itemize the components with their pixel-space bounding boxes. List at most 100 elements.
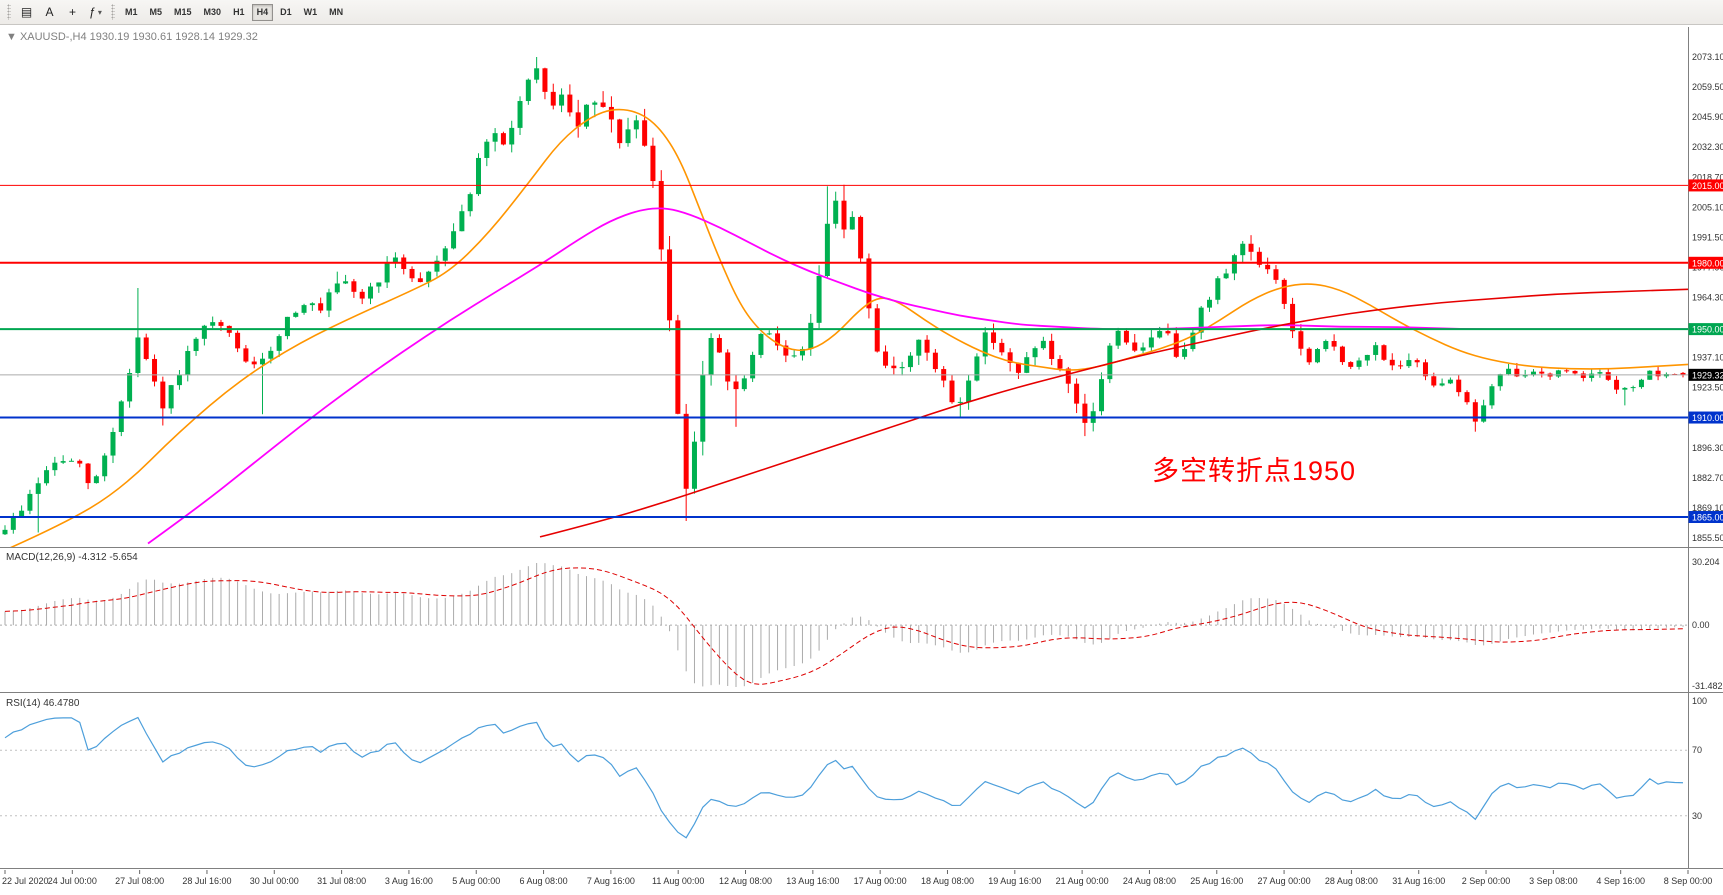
candle — [284, 316, 290, 337]
candle — [567, 94, 573, 113]
price-axis-label: 1937.10 — [1692, 353, 1723, 363]
timeframe-d1-button[interactable]: D1 — [275, 4, 297, 21]
ma-slow-red-line[interactable] — [539, 288, 1688, 538]
time-axis-label: 4 Sep 16:00 — [1596, 876, 1645, 886]
candle — [891, 365, 897, 369]
candle — [683, 413, 689, 489]
toolbar-drag-handle[interactable] — [7, 4, 11, 20]
candle — [1290, 303, 1296, 332]
rsi-axis-label: 70 — [1692, 745, 1702, 755]
charts-grid-button[interactable]: ▤ — [15, 3, 38, 22]
candle — [1406, 360, 1412, 367]
timeframe-m30-button[interactable]: M30 — [199, 4, 227, 21]
candle — [1157, 331, 1163, 338]
candle — [1422, 362, 1428, 377]
candle — [326, 292, 332, 311]
price-axis-label: 2032.30 — [1692, 142, 1723, 152]
candle — [1165, 331, 1171, 334]
price-axis-label: 2045.90 — [1692, 112, 1723, 122]
time-axis[interactable]: 22 Jul 2020 24 Jul 00:00 27 Jul 08:00 28 Ju… — [2, 870, 1712, 886]
candle — [1140, 347, 1146, 351]
timeframe-mn-button[interactable]: MN — [324, 4, 348, 21]
ma-mid-magenta-line[interactable] — [147, 207, 1688, 545]
time-axis-label: 5 Aug 00:00 — [452, 876, 500, 886]
candle — [426, 271, 432, 283]
candle — [1630, 387, 1636, 389]
candle — [475, 157, 481, 195]
candle — [68, 460, 74, 462]
price-axis-label: 2059.50 — [1692, 82, 1723, 92]
time-axis-label: 7 Aug 16:00 — [587, 876, 635, 886]
candle — [716, 337, 722, 353]
chart-canvas[interactable]: 2073.10 2059.50 2045.90 2032.30 2018.70 2005.… — [0, 25, 1723, 895]
timeframe-h1-button[interactable]: H1 — [228, 4, 250, 21]
candle — [1597, 372, 1603, 374]
macd-indicator-label: MACD(12,26,9) -4.312 -5.654 — [6, 552, 138, 563]
candle — [741, 378, 747, 390]
candle — [766, 333, 772, 335]
candle — [268, 350, 274, 359]
indicators-button[interactable]: ƒ ▾ — [84, 3, 107, 22]
candle — [1074, 383, 1080, 404]
candle — [492, 133, 498, 142]
candle — [1099, 379, 1105, 412]
price-axis-label: 1882.70 — [1692, 473, 1723, 483]
candle — [924, 339, 930, 353]
candle — [210, 322, 216, 326]
candle — [1049, 340, 1055, 359]
chart-title[interactable]: ▼ XAUUSD-,H4 1930.19 1930.61 1928.14 192… — [6, 31, 258, 43]
time-axis-label: 30 Jul 00:00 — [250, 876, 299, 886]
timeframe-w1-button[interactable]: W1 — [299, 4, 323, 21]
candle — [1132, 342, 1138, 351]
candle — [600, 102, 606, 107]
time-axis-label: 27 Aug 00:00 — [1258, 876, 1311, 886]
tools-group: ▤ A + ƒ ▾ — [15, 3, 107, 22]
ma-fast-orange-line[interactable] — [0, 108, 1688, 553]
candle — [1514, 368, 1520, 377]
candle — [725, 352, 731, 382]
candle — [1481, 405, 1487, 422]
candle — [1589, 373, 1595, 378]
candle — [1298, 331, 1304, 349]
timeframe-h4-button[interactable]: H4 — [251, 3, 274, 21]
price-axis-label: 2018.70 — [1692, 172, 1723, 182]
candle — [1240, 243, 1246, 256]
candle — [500, 133, 506, 145]
candle — [799, 348, 805, 356]
candle — [758, 333, 764, 355]
price-axis-label: 1855.50 — [1692, 533, 1723, 543]
candle — [1638, 379, 1644, 388]
timeframe-m1-button[interactable]: M1 — [120, 4, 143, 21]
price-axis[interactable]: 2073.10 2059.50 2045.90 2032.30 2018.70 2005.… — [1688, 27, 1723, 868]
time-axis-label: 31 Jul 08:00 — [317, 876, 366, 886]
crosshair-tool-button[interactable]: + — [61, 3, 84, 22]
candle — [484, 141, 490, 158]
candle — [376, 282, 382, 287]
candle — [866, 258, 872, 309]
chart-annotation[interactable]: 多空转折点1950 — [1152, 456, 1357, 486]
candle — [1198, 307, 1204, 333]
candle — [1182, 349, 1188, 357]
candle — [2, 529, 8, 535]
candle — [110, 431, 116, 456]
time-axis-label: 19 Aug 16:00 — [988, 876, 1041, 886]
candle — [974, 356, 980, 381]
timeframe-m15-button[interactable]: M15 — [169, 4, 197, 21]
candle — [633, 120, 639, 130]
timeframe-m5-button[interactable]: M5 — [145, 4, 168, 21]
candle — [168, 385, 174, 409]
candle — [343, 281, 349, 284]
candle — [517, 101, 523, 128]
text-tool-button[interactable]: A — [38, 3, 61, 22]
candle — [1273, 269, 1279, 280]
candle — [293, 312, 299, 317]
candle — [392, 257, 398, 263]
candle — [1622, 387, 1628, 390]
toolbar-drag-handle[interactable] — [111, 4, 115, 20]
text-tool-icon: A — [45, 5, 54, 19]
candle — [160, 381, 166, 409]
candle — [1215, 278, 1221, 300]
macd-axis-label: 30.204 — [1692, 557, 1720, 567]
candle — [550, 91, 556, 106]
main-toolbar: ▤ A + ƒ ▾ M1 M5 M15 M30 H1 H4 D1 W1 MN — [0, 0, 1723, 25]
